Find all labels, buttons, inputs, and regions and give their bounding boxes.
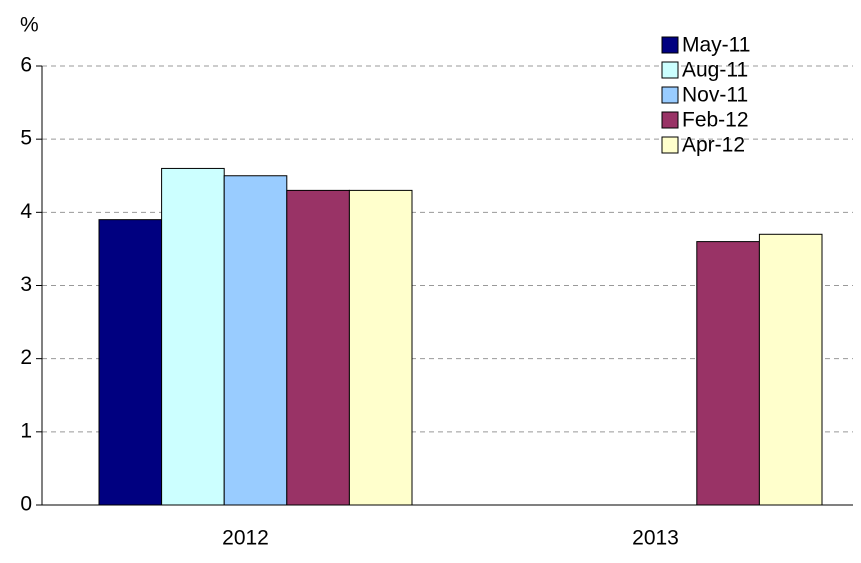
y-tick-label: 4	[20, 200, 32, 223]
x-tick-label: 2013	[632, 527, 679, 550]
legend-label: Feb-12	[682, 109, 749, 132]
y-tick-label: 6	[20, 54, 32, 77]
legend-swatch	[661, 36, 679, 54]
legend-swatch	[661, 61, 679, 79]
x-tick-label: 2012	[222, 527, 269, 550]
bar	[348, 189, 413, 506]
legend-label: Apr-12	[682, 134, 745, 157]
legend-label: Nov-11	[682, 84, 748, 107]
y-tick-label: 3	[20, 273, 32, 296]
bar	[758, 233, 823, 506]
y-tick-label: 1	[20, 419, 32, 442]
y-tick-label: 0	[20, 493, 32, 516]
bar	[223, 175, 288, 506]
bar	[98, 219, 163, 506]
legend-label: May-11	[682, 34, 750, 57]
y-axis-label: %	[20, 14, 39, 37]
legend-swatch	[661, 136, 679, 154]
legend-swatch	[661, 111, 679, 129]
y-tick-label: 2	[20, 346, 32, 369]
bar	[286, 189, 350, 506]
legend-swatch	[661, 86, 679, 104]
legend-label: Aug-11	[682, 59, 748, 82]
bar	[161, 167, 225, 506]
bar	[696, 241, 760, 506]
y-tick-label: 5	[20, 127, 32, 150]
